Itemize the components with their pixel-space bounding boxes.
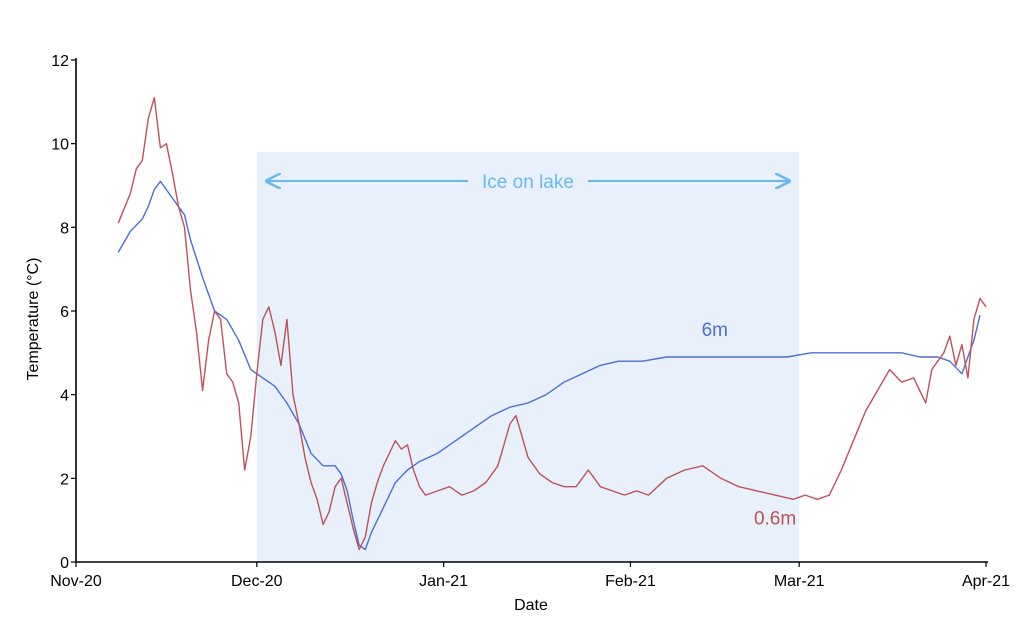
y-tick-label: 12: [51, 53, 69, 70]
x-tick-label: Dec-20: [231, 573, 283, 590]
x-axis-ticks: Nov-20 Dec-20 Jan-21 Feb-21 Mar-21 Apr-21: [50, 562, 1010, 590]
y-axis-ticks: 0 2 4 6 8 10 12: [51, 53, 76, 572]
series-label-0-6m: 0.6m: [754, 508, 796, 529]
x-tick-label: Feb-21: [605, 573, 656, 590]
x-tick-label: Mar-21: [774, 573, 825, 590]
series-line-0-6m: [117, 97, 987, 551]
x-tick-label: Jan-21: [419, 573, 468, 590]
x-tick-label: Nov-20: [50, 573, 102, 590]
x-axis-title: Date: [514, 597, 548, 614]
y-tick-label: 6: [60, 304, 69, 321]
y-axis-title: Temperature (°C): [25, 258, 42, 381]
ice-on-lake-label: Ice on lake: [482, 172, 574, 193]
y-tick-label: 0: [60, 555, 69, 572]
series-line-6m: [117, 180, 981, 551]
axes: 0 2 4 6 8 10 12 Nov-20 Dec-20 Jan-21 Feb-21 Mar-21…: [25, 53, 1010, 614]
y-tick-label: 2: [60, 471, 69, 488]
series-layer: 6m 0.6m: [117, 97, 987, 551]
y-tick-label: 8: [60, 220, 69, 237]
y-tick-label: 10: [51, 137, 69, 154]
y-tick-label: 4: [60, 388, 69, 405]
x-tick-label: Apr-21: [962, 573, 1010, 590]
series-label-6m: 6m: [702, 320, 728, 341]
